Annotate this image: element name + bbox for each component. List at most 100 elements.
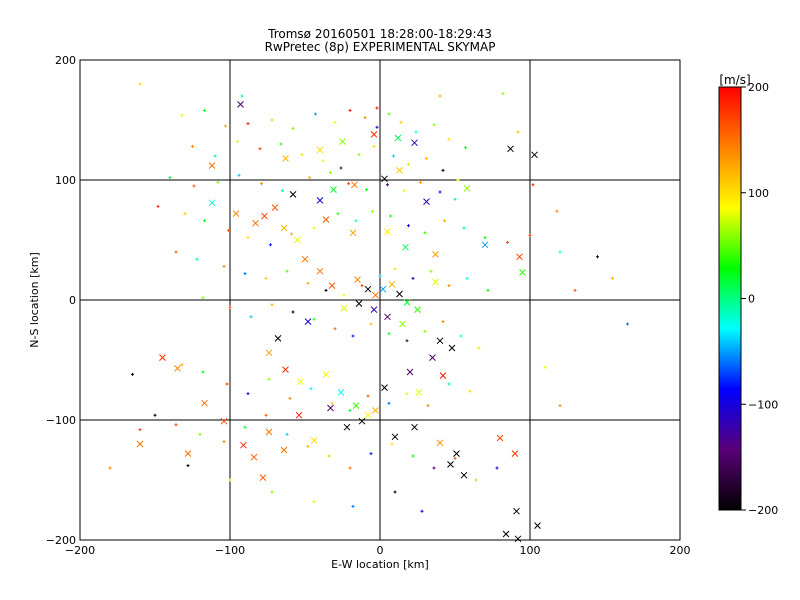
x-tick-label: −200	[65, 544, 95, 557]
data-point-plus	[240, 94, 244, 98]
data-point-plus	[365, 188, 368, 192]
data-point-plus	[306, 444, 310, 448]
data-point-x	[379, 285, 387, 293]
y-tick-label: −200	[46, 534, 76, 547]
data-point-plus	[222, 440, 226, 444]
data-point-plus	[405, 339, 409, 343]
colorbar-gradient	[718, 86, 742, 511]
data-point-plus	[389, 214, 392, 218]
data-point-plus	[366, 394, 370, 398]
data-point-plus	[309, 387, 313, 391]
data-point-x	[297, 378, 304, 385]
data-point-plus	[258, 147, 262, 151]
data-point-x	[384, 313, 391, 321]
data-point-plus	[425, 156, 428, 160]
data-point-plus	[611, 276, 614, 280]
data-point-x	[208, 199, 216, 207]
colorbar-label: [m/s]	[719, 73, 750, 87]
data-point-plus	[465, 276, 469, 280]
data-point-plus	[333, 327, 337, 331]
data-point-plus	[203, 219, 206, 223]
data-point-plus	[438, 190, 442, 194]
data-point-plus	[429, 269, 433, 273]
data-point-plus	[447, 382, 451, 386]
data-point-x	[384, 228, 391, 235]
data-point-x	[519, 269, 526, 276]
data-point-x	[294, 236, 301, 244]
data-point-plus	[411, 454, 415, 458]
data-point-x	[259, 474, 267, 481]
data-point-plus	[432, 123, 436, 127]
data-point-plus	[405, 392, 409, 396]
data-point-plus	[291, 126, 295, 130]
colorbar-ticks: −200 −100 0 100 200	[741, 81, 778, 517]
data-point-x	[328, 282, 336, 289]
data-point-plus	[191, 144, 194, 148]
data-point-plus	[626, 322, 629, 326]
data-point-plus	[288, 396, 292, 400]
data-point-plus	[447, 137, 451, 141]
data-point-x	[388, 281, 396, 288]
data-point-plus	[227, 228, 230, 232]
data-point-plus	[312, 317, 316, 321]
data-point-plus	[267, 377, 271, 381]
data-point-x	[411, 139, 418, 147]
data-point-plus	[372, 144, 376, 148]
data-point-x	[391, 433, 399, 441]
data-point-plus	[386, 183, 389, 187]
data-point-plus	[270, 303, 274, 307]
data-point-plus	[336, 212, 340, 216]
data-point-plus	[354, 219, 358, 223]
data-point-plus	[246, 236, 250, 240]
data-point-x	[436, 439, 444, 447]
data-point-x	[406, 368, 414, 376]
data-point-plus	[443, 219, 446, 223]
data-point-x	[381, 175, 388, 183]
data-point-plus	[264, 413, 268, 417]
data-point-plus	[419, 180, 422, 184]
data-point-plus	[516, 130, 520, 134]
x-axis-label: E-W location [km]	[331, 558, 429, 571]
data-point-plus	[363, 116, 367, 120]
data-point-plus	[453, 197, 457, 201]
data-point-x	[184, 450, 192, 457]
data-point-plus	[420, 509, 424, 513]
data-point-plus	[222, 264, 226, 268]
data-point-plus	[249, 315, 253, 319]
data-point-plus	[153, 413, 157, 417]
data-point-x	[340, 305, 348, 312]
colorbar-tick-label: 200	[748, 81, 769, 94]
data-point-plus	[468, 389, 472, 393]
data-point-x	[322, 371, 330, 378]
data-point-x	[280, 224, 288, 232]
data-point-x	[337, 389, 345, 396]
data-point-plus	[414, 130, 418, 134]
data-point-plus	[447, 284, 451, 288]
data-point-plus	[423, 329, 427, 333]
data-point-x	[220, 417, 228, 425]
data-point-plus	[347, 182, 350, 186]
data-point-x	[463, 185, 471, 192]
data-point-x	[432, 251, 439, 258]
colorbar-tick-label: −100	[748, 398, 778, 411]
data-point-x	[481, 241, 489, 249]
data-point-x	[232, 210, 240, 217]
data-point-x	[396, 167, 403, 174]
data-point-plus	[495, 466, 499, 470]
data-point-plus	[357, 153, 361, 157]
data-point-plus	[236, 140, 239, 144]
data-point-x	[252, 219, 259, 227]
data-point-plus	[237, 173, 241, 177]
data-point-x	[250, 453, 258, 461]
data-point-x	[354, 276, 361, 283]
data-point-plus	[330, 401, 334, 405]
data-point-plus	[462, 226, 466, 230]
data-point-x	[237, 101, 244, 108]
data-point-plus	[264, 276, 268, 280]
data-point-plus	[324, 288, 328, 292]
data-point-x	[460, 471, 468, 479]
data-point-plus	[531, 183, 535, 187]
data-point-plus	[180, 113, 184, 117]
data-point-x	[289, 191, 297, 198]
colorbar: [m/s] −200 −100 0 100 200	[718, 73, 778, 517]
